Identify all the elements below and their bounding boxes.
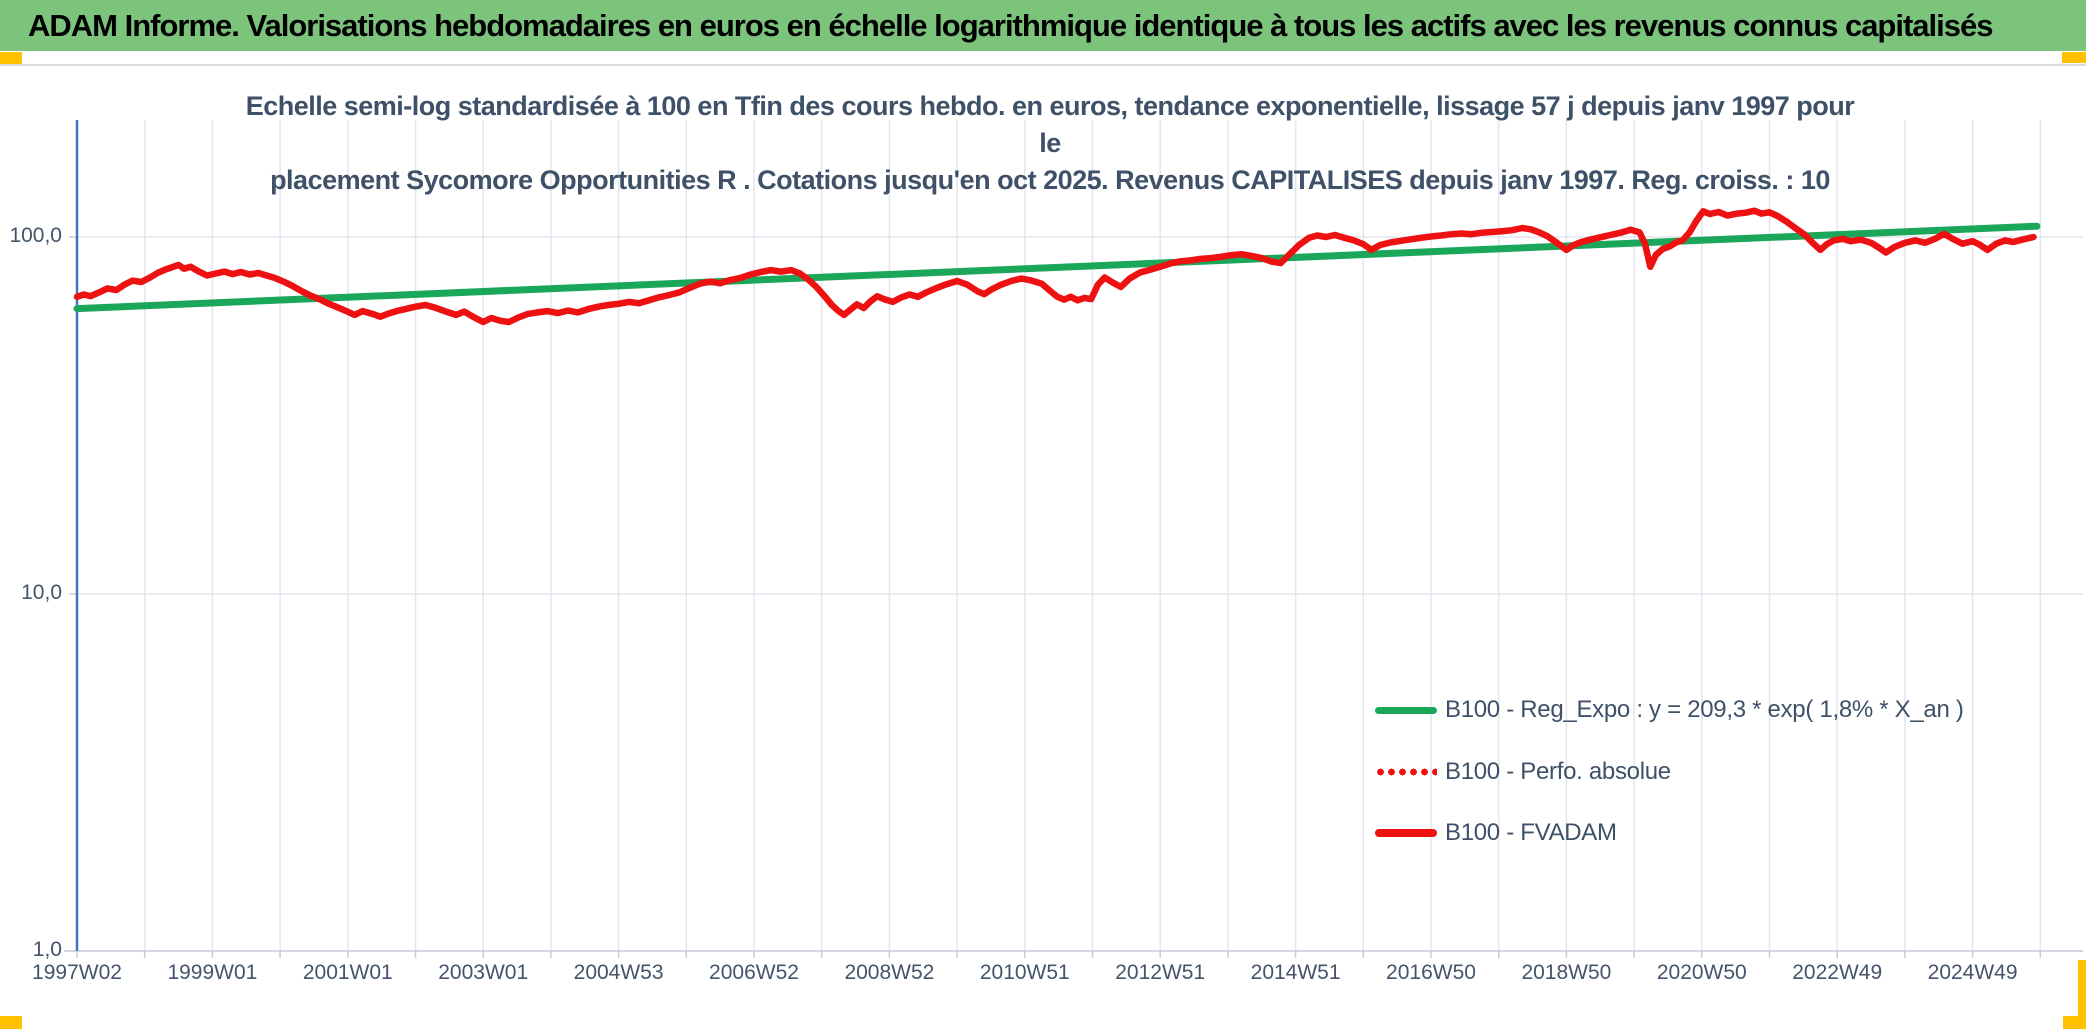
y-axis-label-10: 10,0 (21, 581, 62, 604)
accent-square-bottom-left (0, 1016, 22, 1029)
accent-square-top-left (0, 52, 22, 64)
x-axis-label: 2018W50 (1521, 961, 1612, 984)
x-axis-label: 1997W02 (32, 961, 122, 984)
accent-square-bottom-right (2063, 1016, 2086, 1029)
legend-label: B100 - Perfo. absolue (1445, 758, 1671, 785)
x-axis-label: 2010W51 (979, 961, 1070, 984)
legend-label: B100 - FVADAM (1445, 819, 1617, 846)
x-axis-label: 2024W49 (1927, 961, 2018, 984)
chart-title-line2: placement Sycomore Opportunities R . Cot… (270, 165, 1830, 195)
legend-label: B100 - Reg_Expo : y = 209,3 * exp( 1,8% … (1445, 696, 1964, 723)
x-axis-label: 2020W50 (1656, 961, 1747, 984)
chart-title-line1: Echelle semi-log standardisée à 100 en T… (245, 91, 1855, 158)
x-axis-label: 2012W51 (1115, 961, 1206, 984)
y-axis-label-100: 100,0 (9, 224, 62, 247)
red-line-swatch-icon (1375, 829, 1437, 837)
x-axis-label: 2014W51 (1250, 961, 1341, 984)
divider-top (0, 64, 2086, 66)
accent-square-top-right (2062, 52, 2086, 63)
legend-entry-perfo-absolue: B100 - Perfo. absolue (1375, 758, 1671, 785)
page-title: ADAM Informe. Valorisations hebdomadaire… (28, 7, 1993, 43)
x-axis-label: 2006W52 (709, 961, 799, 984)
x-axis-label: 2001W01 (302, 961, 393, 984)
legend-entry-reg-expo: B100 - Reg_Expo : y = 209,3 * exp( 1,8% … (1375, 696, 1964, 723)
series-fvadam (73, 207, 2037, 326)
y-axis-label-1: 1,0 (32, 938, 62, 961)
red-dotted-line-swatch-icon (1375, 768, 1437, 776)
series-reg-expo-y-209-3-exp-1-8-x-an- (73, 222, 2041, 313)
header-bar: ADAM Informe. Valorisations hebdomadaire… (0, 0, 2086, 51)
chart-title: Echelle semi-log standardisée à 100 en T… (240, 88, 1860, 199)
x-axis-label: 2003W01 (438, 961, 529, 984)
green-line-swatch-icon (1375, 706, 1437, 714)
x-axis-label: 2008W52 (844, 961, 935, 984)
x-axis-label: 2022W49 (1792, 961, 1883, 984)
x-axis-label: 2016W50 (1386, 961, 1476, 984)
x-axis-label: 2004W53 (573, 961, 664, 984)
accent-strip-right (2078, 960, 2086, 1018)
x-axis-label: 1999W01 (167, 961, 258, 984)
legend-entry-fvadam: B100 - FVADAM (1375, 819, 1617, 846)
